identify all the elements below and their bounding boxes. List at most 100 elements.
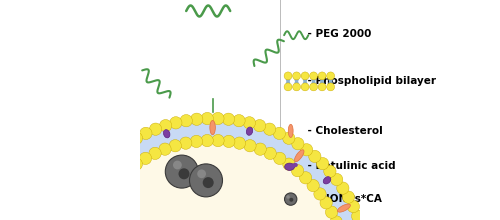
Circle shape bbox=[112, 144, 125, 156]
Circle shape bbox=[282, 158, 295, 170]
Circle shape bbox=[300, 144, 312, 156]
Circle shape bbox=[122, 165, 134, 177]
Circle shape bbox=[318, 83, 326, 91]
Circle shape bbox=[292, 138, 304, 150]
Circle shape bbox=[301, 83, 309, 91]
Circle shape bbox=[314, 188, 326, 200]
Circle shape bbox=[197, 169, 206, 178]
Circle shape bbox=[233, 115, 245, 127]
Circle shape bbox=[201, 134, 213, 147]
Circle shape bbox=[173, 161, 182, 169]
Circle shape bbox=[190, 113, 203, 125]
Circle shape bbox=[56, 118, 369, 220]
Ellipse shape bbox=[284, 163, 294, 171]
Circle shape bbox=[96, 158, 108, 170]
Text: - Betulinic acid: - Betulinic acid bbox=[304, 161, 396, 171]
Circle shape bbox=[104, 150, 117, 163]
Circle shape bbox=[201, 112, 213, 125]
Circle shape bbox=[284, 72, 292, 80]
Circle shape bbox=[318, 72, 326, 80]
Circle shape bbox=[89, 165, 102, 178]
Circle shape bbox=[310, 83, 318, 91]
Circle shape bbox=[93, 197, 105, 209]
Circle shape bbox=[88, 206, 100, 218]
Circle shape bbox=[78, 140, 347, 220]
Ellipse shape bbox=[210, 121, 216, 135]
Circle shape bbox=[170, 117, 182, 129]
Circle shape bbox=[180, 115, 192, 127]
Circle shape bbox=[140, 127, 152, 139]
Circle shape bbox=[190, 164, 222, 197]
Circle shape bbox=[70, 191, 83, 203]
Circle shape bbox=[159, 143, 171, 155]
Circle shape bbox=[114, 172, 126, 184]
Ellipse shape bbox=[129, 144, 138, 157]
Circle shape bbox=[326, 206, 338, 218]
Ellipse shape bbox=[326, 176, 330, 180]
Circle shape bbox=[76, 182, 88, 194]
Circle shape bbox=[284, 83, 292, 91]
Circle shape bbox=[307, 180, 320, 192]
Circle shape bbox=[130, 132, 142, 144]
Text: - MIONPs*CA: - MIONPs*CA bbox=[304, 194, 382, 204]
Circle shape bbox=[264, 147, 276, 160]
Ellipse shape bbox=[294, 150, 304, 162]
Circle shape bbox=[66, 200, 78, 213]
Circle shape bbox=[180, 137, 192, 149]
Circle shape bbox=[324, 165, 336, 178]
Text: - Cholesterol: - Cholesterol bbox=[304, 126, 382, 136]
Ellipse shape bbox=[246, 127, 252, 135]
Ellipse shape bbox=[104, 167, 108, 171]
Circle shape bbox=[166, 155, 198, 188]
Circle shape bbox=[254, 119, 266, 132]
Ellipse shape bbox=[248, 127, 250, 131]
Circle shape bbox=[190, 135, 202, 148]
Ellipse shape bbox=[164, 130, 167, 134]
Ellipse shape bbox=[164, 130, 170, 138]
Circle shape bbox=[326, 83, 334, 91]
Ellipse shape bbox=[338, 204, 350, 212]
Circle shape bbox=[330, 173, 343, 186]
Circle shape bbox=[330, 216, 342, 220]
Circle shape bbox=[222, 113, 234, 125]
Circle shape bbox=[121, 138, 134, 150]
Circle shape bbox=[320, 197, 332, 209]
Circle shape bbox=[160, 119, 172, 132]
Circle shape bbox=[99, 188, 112, 200]
Ellipse shape bbox=[323, 177, 331, 184]
Circle shape bbox=[292, 165, 304, 177]
Circle shape bbox=[316, 158, 329, 170]
Circle shape bbox=[347, 200, 360, 213]
Circle shape bbox=[243, 117, 256, 129]
Circle shape bbox=[300, 172, 312, 184]
Circle shape bbox=[284, 193, 297, 205]
Circle shape bbox=[286, 195, 290, 199]
Text: - Phospholipid bilayer: - Phospholipid bilayer bbox=[304, 76, 436, 86]
Circle shape bbox=[212, 134, 224, 147]
Circle shape bbox=[149, 147, 161, 160]
Circle shape bbox=[130, 158, 142, 170]
Circle shape bbox=[326, 72, 334, 80]
Circle shape bbox=[342, 191, 354, 203]
Circle shape bbox=[308, 150, 321, 163]
Circle shape bbox=[254, 143, 266, 155]
Text: - PEG 2000: - PEG 2000 bbox=[304, 29, 372, 39]
Ellipse shape bbox=[75, 204, 88, 212]
Circle shape bbox=[352, 210, 364, 220]
Circle shape bbox=[212, 112, 224, 125]
Circle shape bbox=[202, 177, 213, 188]
Circle shape bbox=[222, 135, 235, 148]
Circle shape bbox=[106, 180, 118, 192]
Circle shape bbox=[150, 123, 162, 135]
Circle shape bbox=[169, 139, 181, 152]
Circle shape bbox=[264, 123, 276, 135]
Circle shape bbox=[292, 83, 300, 91]
Circle shape bbox=[140, 152, 151, 165]
Ellipse shape bbox=[288, 124, 293, 138]
Circle shape bbox=[80, 142, 346, 220]
Circle shape bbox=[290, 198, 294, 202]
Circle shape bbox=[82, 173, 94, 186]
Circle shape bbox=[292, 72, 300, 80]
Ellipse shape bbox=[104, 166, 112, 174]
Circle shape bbox=[282, 132, 295, 144]
